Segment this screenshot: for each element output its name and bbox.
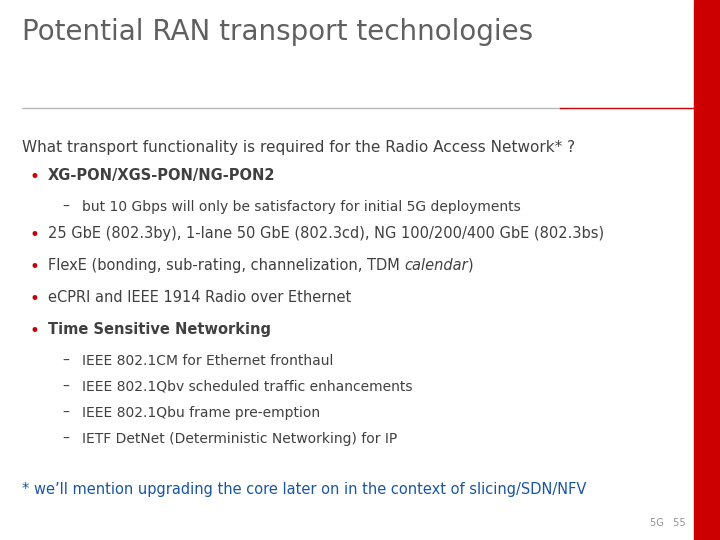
Text: •: • [30, 290, 40, 308]
Text: •: • [30, 168, 40, 186]
Text: What transport functionality is required for the Radio Access Network* ?: What transport functionality is required… [22, 140, 575, 155]
Text: •: • [30, 226, 40, 244]
Text: ): ) [468, 258, 474, 273]
Text: eCPRI and IEEE 1914 Radio over Ethernet: eCPRI and IEEE 1914 Radio over Ethernet [48, 290, 351, 305]
Text: calendar: calendar [405, 258, 468, 273]
Text: •: • [30, 258, 40, 276]
Text: IEEE 802.1Qbu frame pre-emption: IEEE 802.1Qbu frame pre-emption [82, 406, 320, 420]
Text: * we’ll mention upgrading the core later on in the context of slicing/SDN/NFV: * we’ll mention upgrading the core later… [22, 482, 586, 497]
Text: –: – [62, 406, 69, 420]
Text: IETF DetNet (Deterministic Networking) for IP: IETF DetNet (Deterministic Networking) f… [82, 432, 397, 446]
Text: –: – [62, 380, 69, 394]
Text: but 10 Gbps will only be satisfactory for initial 5G deployments: but 10 Gbps will only be satisfactory fo… [82, 200, 521, 214]
Text: •: • [30, 322, 40, 340]
Text: 25 GbE (802.3by), 1-lane 50 GbE (802.3cd), NG 100/200/400 GbE (802.3bs): 25 GbE (802.3by), 1-lane 50 GbE (802.3cd… [48, 226, 604, 241]
Text: 5G   55: 5G 55 [650, 518, 686, 528]
Bar [694, 0, 720, 540]
Text: –: – [62, 432, 69, 446]
Text: XG-PON/XGS-PON/NG-PON2: XG-PON/XGS-PON/NG-PON2 [48, 168, 276, 183]
Text: Time Sensitive Networking: Time Sensitive Networking [48, 322, 271, 337]
Text: IEEE 802.1Qbv scheduled traffic enhancements: IEEE 802.1Qbv scheduled traffic enhancem… [82, 380, 413, 394]
Text: Potential RAN transport technologies: Potential RAN transport technologies [22, 18, 533, 46]
Text: IEEE 802.1CM for Ethernet fronthaul: IEEE 802.1CM for Ethernet fronthaul [82, 354, 333, 368]
Text: –: – [62, 200, 69, 214]
Text: FlexE (bonding, sub-rating, channelization, TDM: FlexE (bonding, sub-rating, channelizati… [48, 258, 405, 273]
Text: –: – [62, 354, 69, 368]
